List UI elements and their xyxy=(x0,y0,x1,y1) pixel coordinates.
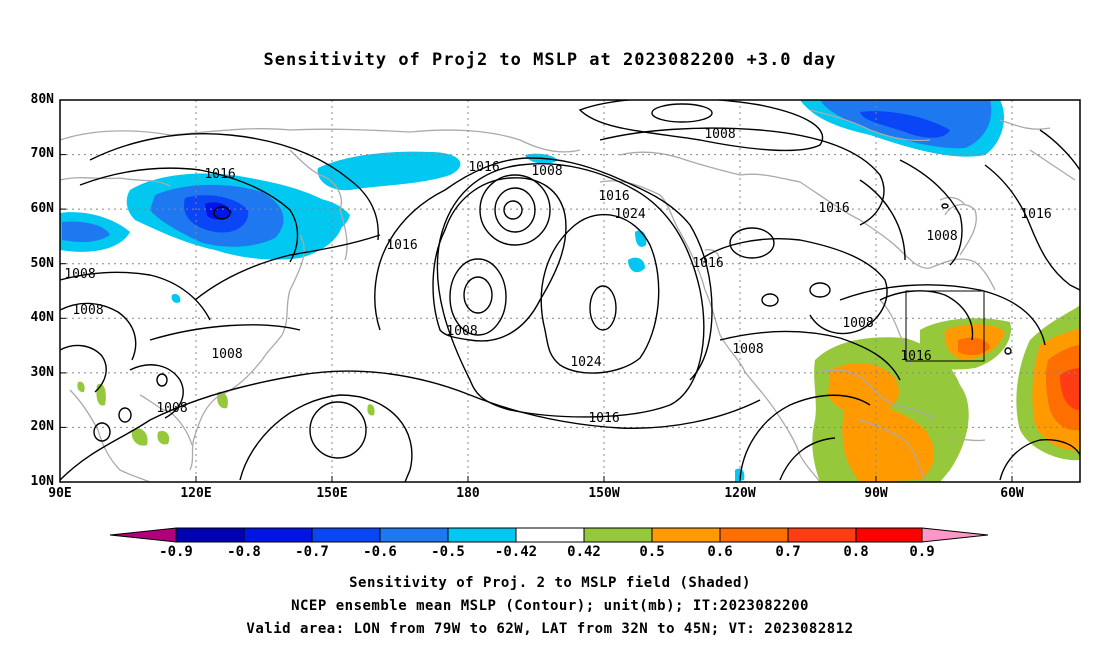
mslp-isobars xyxy=(60,100,1080,482)
colorbar-segment xyxy=(447,527,517,543)
contour-label: 1008 xyxy=(64,267,95,282)
contour-label: 1016 xyxy=(818,201,849,216)
axis-ticks xyxy=(60,154,1013,482)
lat-label: 50N xyxy=(30,256,54,271)
colorbar-segment xyxy=(515,527,585,543)
lat-label: 80N xyxy=(30,92,54,107)
lat-label: 70N xyxy=(30,146,54,161)
lon-label: 120E xyxy=(180,486,212,501)
colorbar-segment xyxy=(787,527,857,543)
lat-label: 10N xyxy=(30,474,54,489)
positive-sensitivity-shading xyxy=(77,305,1080,482)
lon-label: 90W xyxy=(864,486,888,501)
colorbar-segment xyxy=(855,527,923,543)
map-frame xyxy=(59,99,1081,483)
lat-label: 30N xyxy=(30,365,54,380)
lat-lon-gridlines xyxy=(60,100,1080,482)
colorbar-tick-label: -0.9 xyxy=(159,544,193,560)
lat-label: 40N xyxy=(30,310,54,325)
colorbar-tick-label: -0.7 xyxy=(295,544,329,560)
lon-label: 150W xyxy=(588,486,620,501)
colorbar xyxy=(109,527,989,543)
colorbar-tick-label: 0.42 xyxy=(567,544,601,560)
caption-shading: Sensitivity of Proj. 2 to MSLP field (Sh… xyxy=(349,575,751,591)
contour-label: 1008 xyxy=(72,303,103,318)
colorbar-segment xyxy=(379,527,449,543)
lon-label: 180 xyxy=(456,486,480,501)
contour-label: 1024 xyxy=(614,207,645,222)
contour-label: 1016 xyxy=(204,167,235,182)
colorbar-tick-label: 0.8 xyxy=(843,544,869,560)
contour-label: 1016 xyxy=(900,349,931,364)
contour-label: 1008 xyxy=(531,164,562,179)
colorbar-tick-label: -0.6 xyxy=(363,544,397,560)
lon-label: 150E xyxy=(316,486,348,501)
lon-label: 60W xyxy=(1000,486,1024,501)
map-title: Sensitivity of Proj2 to MSLP at 20230822… xyxy=(263,50,837,70)
contour-label: 1008 xyxy=(732,342,763,357)
colorbar-segment xyxy=(175,527,245,543)
colorbar-min-triangle xyxy=(109,527,177,543)
contour-labels: 1016 1016 1008 1016 1008 1016 1024 1008 … xyxy=(64,127,1051,426)
contour-label: 1024 xyxy=(570,355,601,370)
contour-label: 1008 xyxy=(446,324,477,339)
lon-label: 120W xyxy=(724,486,756,501)
contour-label: 1008 xyxy=(926,229,957,244)
colorbar-segment xyxy=(243,527,313,543)
lon-label: 90E xyxy=(48,486,72,501)
contour-label: 1016 xyxy=(386,238,417,253)
contour-label: 1008 xyxy=(211,347,242,362)
colorbar-max-triangle xyxy=(921,527,989,543)
colorbar-tick-label: 0.6 xyxy=(707,544,733,560)
coastlines xyxy=(60,109,1076,482)
colorbar-segment xyxy=(651,527,721,543)
contour-label: 1016 xyxy=(588,411,619,426)
lat-label: 60N xyxy=(30,201,54,216)
contour-label: 1016 xyxy=(468,160,499,175)
contour-label: 1016 xyxy=(598,189,629,204)
colorbar-tick-label: -0.42 xyxy=(494,544,538,560)
colorbar-tick-label: 0.9 xyxy=(909,544,935,560)
negative-sensitivity-shading xyxy=(60,100,1005,482)
colorbar-segment xyxy=(583,527,653,543)
colorbar-tick-label: 0.7 xyxy=(775,544,801,560)
colorbar-segment xyxy=(719,527,789,543)
colorbar-tick-label: -0.8 xyxy=(227,544,261,560)
colorbar-tick-label: 0.5 xyxy=(639,544,665,560)
colorbar-segment xyxy=(311,527,381,543)
caption-valid-area: Valid area: LON from 79W to 62W, LAT fro… xyxy=(246,621,854,637)
contour-label: 1016 xyxy=(1020,207,1051,222)
valid-area-box xyxy=(905,290,985,362)
contour-label: 1016 xyxy=(692,256,723,271)
contour-label: 1008 xyxy=(156,401,187,416)
caption-contour: NCEP ensemble mean MSLP (Contour); unit(… xyxy=(291,598,809,614)
colorbar-tick-label: -0.5 xyxy=(431,544,465,560)
contour-label: 1008 xyxy=(842,316,873,331)
lat-label: 20N xyxy=(30,419,54,434)
contour-label: 1008 xyxy=(704,127,735,142)
